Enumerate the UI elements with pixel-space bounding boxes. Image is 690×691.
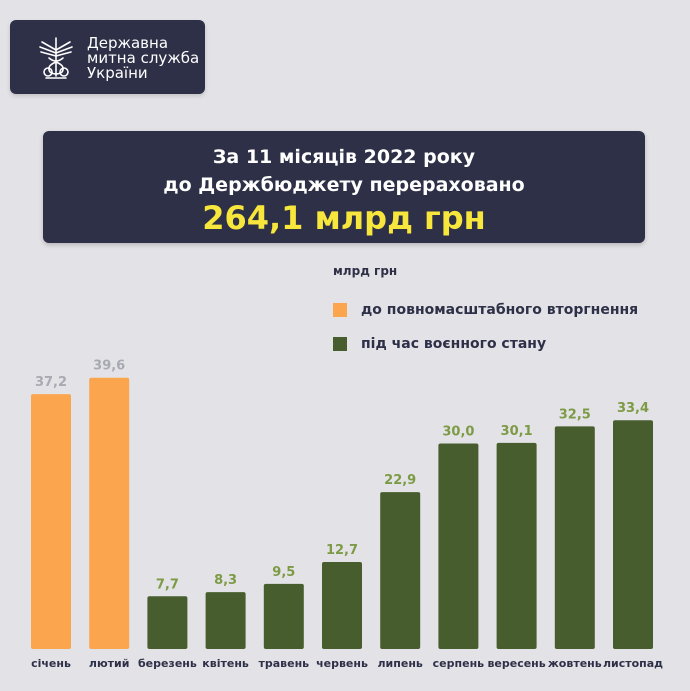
legend-swatch-pre-invasion (333, 303, 347, 317)
value-label-9: 32,5 (559, 407, 591, 422)
bar-8 (496, 442, 537, 649)
category-label-0: січень (31, 657, 71, 670)
legend-item-martial-law: під час воєнного стану (333, 336, 546, 352)
bar-7 (438, 443, 479, 649)
bar-4 (263, 583, 304, 649)
value-label-4: 9,5 (272, 565, 295, 580)
bar-0 (31, 394, 71, 649)
category-label-7: серпень (433, 657, 485, 670)
value-label-5: 12,7 (326, 543, 358, 558)
bar-1 (89, 377, 130, 649)
category-label-6: липень (378, 657, 423, 670)
legend-item-pre-invasion: до повномасштабного вторгнення (333, 302, 638, 318)
legend-swatch-martial-law (333, 337, 347, 351)
org-name-line-1: Державна (87, 34, 169, 52)
category-label-3: квітень (202, 657, 249, 670)
banner-total: 264,1 млрд грн (202, 199, 486, 237)
value-label-0: 37,2 (35, 375, 67, 390)
category-label-4: травень (258, 657, 309, 670)
banner-period: За 11 місяців 2022 року (212, 146, 476, 168)
value-label-6: 22,9 (384, 473, 416, 488)
customs-emblem-icon (39, 37, 73, 79)
banner-caption: до Держбюджету перераховано (163, 174, 525, 196)
legend-label-pre-invasion: до повномасштабного вторгнення (361, 302, 639, 318)
org-name-line-2: митна служба (87, 49, 200, 67)
summary-banner: За 11 місяців 2022 року до Держбюджету п… (43, 131, 645, 243)
value-label-2: 7,7 (156, 577, 179, 592)
bar-10 (613, 420, 653, 649)
value-label-10: 33,4 (617, 401, 649, 416)
legend-label-martial-law: під час воєнного стану (361, 336, 547, 352)
category-label-2: березень (138, 657, 197, 670)
bar-2 (147, 596, 188, 649)
category-label-8: вересень (487, 657, 545, 670)
bar-3 (205, 592, 246, 649)
value-label-8: 30,1 (501, 424, 533, 439)
bar-5 (322, 562, 362, 649)
value-label-7: 30,0 (442, 425, 474, 440)
bar-6 (380, 492, 421, 649)
unit-label: млрд грн (333, 264, 398, 278)
org-name: Державна митна служба України (87, 36, 199, 81)
category-label-10: листопад (603, 657, 663, 670)
bar-9 (554, 426, 595, 649)
category-label-9: жовтень (548, 657, 602, 670)
org-logo-card: Державна митна служба України (10, 20, 205, 94)
category-label-1: лютий (89, 657, 130, 670)
value-label-3: 8,3 (214, 573, 237, 588)
category-label-5: червень (316, 657, 368, 670)
org-name-line-3: України (87, 64, 148, 82)
value-label-1: 39,6 (93, 359, 125, 374)
